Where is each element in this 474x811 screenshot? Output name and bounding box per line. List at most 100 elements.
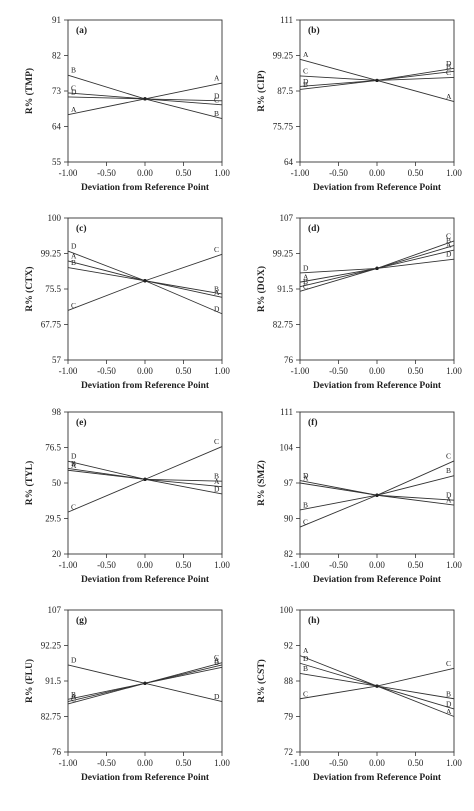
- series-line-b: [67, 74, 223, 120]
- series-label-d: D: [214, 484, 220, 493]
- x-axis-title: Deviation from Reference Point: [313, 575, 442, 585]
- x-tick-label: 0.50: [176, 758, 192, 768]
- x-tick-label: 0.00: [369, 758, 385, 768]
- x-tick-label: -0.50: [329, 168, 348, 178]
- series-label-d: D: [214, 91, 220, 100]
- series-label-c: C: [71, 301, 76, 310]
- series-line-d: [299, 480, 455, 501]
- series-label-a: A: [71, 251, 77, 260]
- y-tick-label: 92.25: [41, 641, 62, 651]
- y-tick-label: 76: [284, 355, 294, 365]
- x-tick-label: 1.00: [214, 366, 230, 376]
- x-tick-label: 1.00: [214, 758, 230, 768]
- y-tick-label: 100: [280, 605, 294, 615]
- series-label-c: C: [214, 653, 219, 662]
- x-tick-label: 0.00: [137, 168, 153, 178]
- x-tick-label: 0.50: [176, 168, 192, 178]
- y-tick-label: 111: [280, 407, 293, 417]
- y-tick-label: 82.75: [41, 712, 62, 722]
- x-tick-label: -1.00: [59, 168, 78, 178]
- y-tick-label: 67.75: [41, 320, 62, 330]
- series-label-c: C: [303, 66, 308, 75]
- panel-e: 20 29.5 50 76.5 98 -1.00 -0.50 0.00 0.50 1.00 Devi…: [24, 407, 230, 585]
- y-tick-label: 99.25: [41, 249, 62, 259]
- x-tick-label: 1.00: [446, 560, 462, 570]
- series-point-d: [375, 78, 379, 83]
- series-line-d: [67, 460, 223, 495]
- x-tick-label: 1.00: [446, 168, 462, 178]
- panel-g: 76 82.75 91.5 92.25 107 -1.00 -0.50 0.00 0.50 1.0…: [24, 605, 230, 783]
- series-label-a: A: [303, 646, 309, 655]
- series-label-b: B: [214, 472, 219, 481]
- y-tick-label: 64: [52, 122, 62, 132]
- y-tick-label: 64: [284, 157, 294, 167]
- y-tick-label: 99.25: [273, 51, 294, 61]
- panel-tag: (d): [308, 223, 320, 234]
- series-label-b: B: [71, 258, 76, 267]
- y-tick-label: 91: [52, 15, 61, 25]
- y-tick-label: 90: [284, 514, 294, 524]
- series-point-d: [143, 279, 147, 283]
- x-tick-label: 1.00: [446, 758, 462, 768]
- x-tick-label: -1.00: [291, 758, 310, 768]
- series-point-d: [375, 493, 379, 497]
- x-tick-label: -1.00: [59, 366, 78, 376]
- series-label-a: A: [71, 461, 77, 470]
- series-label-b: B: [446, 62, 451, 71]
- series-label-c: C: [303, 282, 308, 291]
- x-tick-label: -0.50: [97, 560, 116, 570]
- y-tick-label: 20: [52, 549, 62, 559]
- series-line-d: [299, 258, 455, 274]
- y-tick-label: 55: [52, 157, 62, 167]
- series-point-d: [143, 97, 147, 101]
- x-tick-label: 0.50: [408, 366, 424, 376]
- panel-tag: (c): [76, 223, 87, 234]
- x-tick-label: -1.00: [291, 560, 310, 570]
- x-tick-label: 0.50: [408, 758, 424, 768]
- x-tick-label: 0.00: [369, 560, 385, 570]
- series-label-c: C: [446, 231, 451, 240]
- panel-tag: (f): [308, 417, 318, 428]
- x-tick-label: 0.50: [408, 168, 424, 178]
- x-tick-label: 0.50: [408, 560, 424, 570]
- y-tick-label: 87.5: [277, 86, 293, 96]
- series-label-b: B: [71, 66, 76, 75]
- series-label-a: A: [214, 74, 220, 83]
- series-label-b: B: [214, 658, 219, 667]
- y-axis-title: R% (CIP): [256, 70, 267, 111]
- plot-frame: [299, 217, 455, 361]
- y-tick-label: 75.75: [273, 122, 294, 132]
- series-label-a: A: [446, 707, 452, 716]
- x-tick-label: 0.00: [369, 168, 385, 178]
- series-label-d: D: [303, 471, 309, 480]
- series-line-b: [299, 245, 455, 288]
- y-tick-label: 57: [52, 355, 62, 365]
- x-tick-label: 0.00: [137, 758, 153, 768]
- series-label-d: D: [71, 242, 77, 251]
- panel-tag: (h): [308, 615, 320, 626]
- x-tick-label: -1.00: [59, 758, 78, 768]
- plot-frame: [67, 217, 223, 361]
- y-axis-title: R% (CST): [256, 659, 267, 703]
- series-label-c: C: [446, 659, 451, 668]
- y-tick-label: 75.5: [45, 284, 61, 294]
- series-label-b: B: [303, 80, 308, 89]
- x-tick-label: 0.00: [137, 560, 153, 570]
- series-point-d: [143, 477, 147, 481]
- series-label-c: C: [446, 68, 451, 77]
- x-tick-label: -1.00: [291, 366, 310, 376]
- series-label-d: D: [446, 59, 452, 68]
- x-tick-label: 0.50: [176, 366, 192, 376]
- series-line-b: [299, 475, 455, 511]
- x-tick-label: -1.00: [291, 168, 310, 178]
- series-label-a: A: [446, 241, 452, 250]
- y-tick-label: 76.5: [45, 443, 61, 453]
- x-tick-label: 0.00: [369, 366, 385, 376]
- panel-f: 82 90 97 104 111 -1.00 -0.50 0.00 0.50 1.00 Deviat…: [256, 407, 462, 585]
- series-label-b: B: [71, 459, 76, 468]
- x-tick-label: -0.50: [329, 758, 348, 768]
- series-label-d: D: [446, 250, 452, 259]
- plot-frame: [67, 609, 223, 753]
